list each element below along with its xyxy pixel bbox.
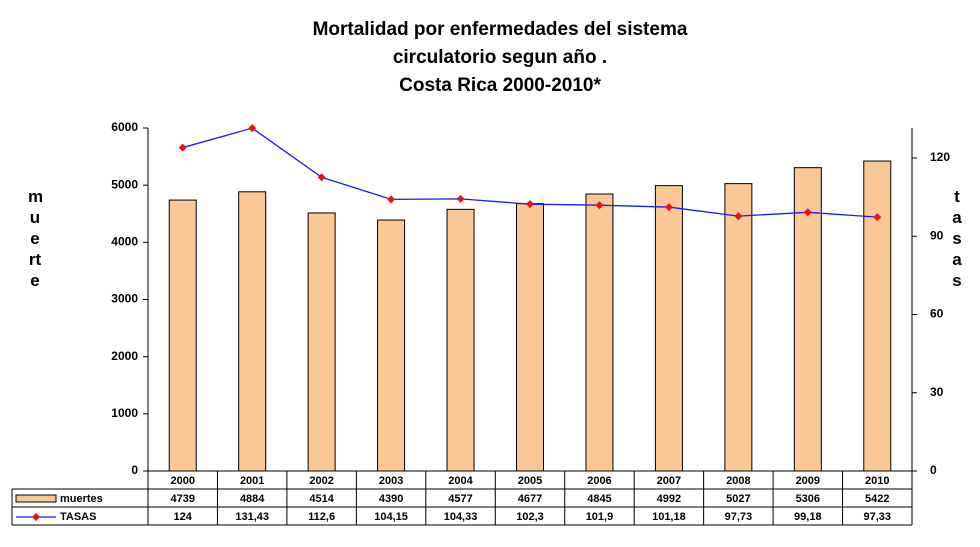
- y-tick-label: 0: [131, 463, 138, 477]
- marker: [734, 212, 743, 221]
- y2-tick-label: 120: [930, 150, 950, 164]
- table-value: 4577: [448, 493, 472, 505]
- bar: [307, 212, 336, 472]
- table-value: 97,33: [864, 511, 892, 523]
- table-value: 5306: [796, 493, 820, 505]
- table-value: 99,18: [794, 511, 822, 523]
- legend-label: TASAS: [60, 511, 96, 523]
- legend-marker: [32, 513, 40, 521]
- x-tick-label: 2001: [240, 475, 264, 487]
- y2-tick-label: 90: [930, 228, 944, 242]
- table-value: 4514: [309, 493, 334, 505]
- y-tick-label: 3000: [111, 292, 138, 306]
- table-value: 97,73: [725, 511, 753, 523]
- table-value: 4677: [518, 493, 542, 505]
- x-tick-label: 2000: [170, 475, 194, 487]
- x-tick-label: 2004: [448, 475, 473, 487]
- bar: [654, 185, 683, 472]
- legend-label: muertes: [60, 493, 103, 505]
- table-value: 4845: [587, 493, 611, 505]
- marker: [248, 124, 257, 133]
- legend-swatch: [15, 494, 57, 503]
- table-value: 104,15: [374, 511, 408, 523]
- table-value: 112,6: [308, 511, 335, 523]
- table-value: 4884: [240, 493, 265, 505]
- table-value: 131,43: [235, 511, 269, 523]
- y-tick-label: 4000: [111, 235, 138, 249]
- table-value: 102,3: [516, 511, 544, 523]
- table-value: 5027: [726, 493, 750, 505]
- marker: [803, 208, 812, 217]
- bar: [516, 203, 544, 472]
- y-tick-label: 6000: [111, 120, 138, 134]
- marker: [595, 201, 604, 210]
- x-tick-label: 2003: [379, 475, 403, 487]
- y-tick-label: 2000: [111, 349, 138, 363]
- table-value: 101,9: [586, 511, 614, 523]
- y-tick-label: 1000: [111, 406, 138, 420]
- chart-title: Mortalidad por enfermedades del sistema: [313, 19, 688, 40]
- marker: [178, 143, 187, 152]
- y-axis-label: muerte: [28, 187, 44, 290]
- y2-tick-label: 60: [930, 307, 944, 321]
- bar: [863, 160, 892, 472]
- x-tick-label: 2010: [865, 475, 889, 487]
- bar: [238, 191, 267, 472]
- bar: [377, 219, 406, 472]
- table-value: 5422: [865, 493, 889, 505]
- table-value: 124: [174, 511, 193, 523]
- table-value: 4390: [379, 493, 403, 505]
- x-tick-label: 2008: [726, 475, 750, 487]
- table-value: 104,33: [444, 511, 478, 523]
- y2-tick-label: 0: [930, 463, 937, 477]
- marker: [664, 203, 673, 212]
- marker: [387, 195, 396, 204]
- marker: [317, 173, 326, 182]
- table-value: 4739: [170, 493, 194, 505]
- bar: [585, 193, 614, 472]
- x-tick-label: 2006: [587, 475, 611, 487]
- y2-axis-label: tasas: [952, 187, 962, 290]
- y-tick-label: 5000: [111, 177, 138, 191]
- bar: [793, 167, 822, 472]
- chart-title: circulatorio segun año .: [393, 47, 607, 68]
- x-tick-label: 2002: [309, 475, 333, 487]
- marker: [456, 194, 465, 203]
- chart-title: Costa Rica 2000-2010*: [399, 75, 601, 96]
- y2-tick-label: 30: [930, 385, 944, 399]
- x-tick-label: 2009: [796, 475, 820, 487]
- x-tick-label: 2007: [657, 475, 681, 487]
- bar: [168, 199, 197, 472]
- table-value: 4992: [657, 493, 681, 505]
- bar: [724, 183, 753, 472]
- x-tick-label: 2005: [518, 475, 542, 487]
- marker: [873, 213, 882, 222]
- bar: [446, 208, 475, 472]
- marker: [526, 200, 534, 209]
- table-value: 101,18: [652, 511, 686, 523]
